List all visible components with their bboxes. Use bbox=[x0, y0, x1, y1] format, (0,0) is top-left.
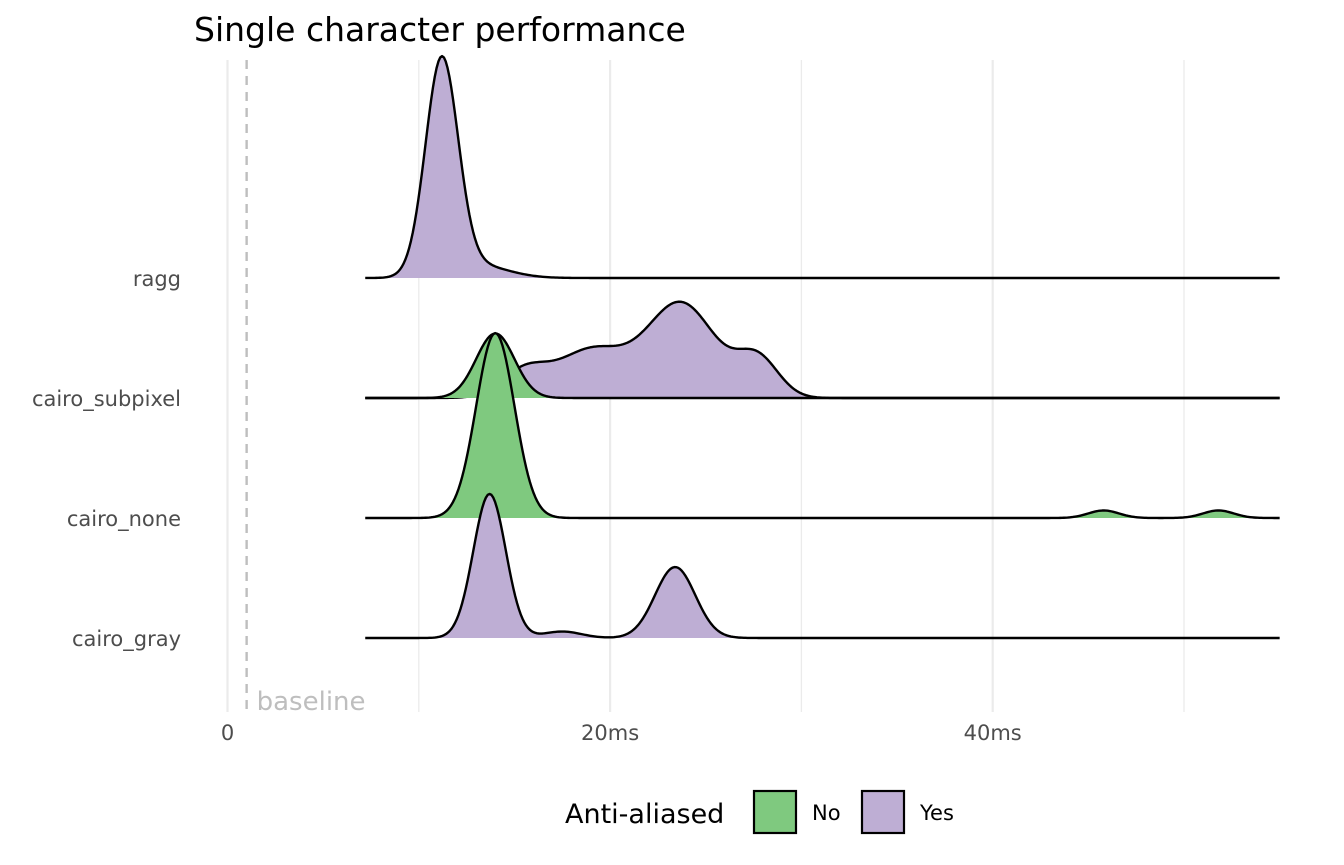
legend-key-yes bbox=[860, 789, 906, 835]
ridge-area-cairo-subpixel-yes bbox=[365, 301, 1280, 398]
baseline-label: baseline bbox=[257, 687, 366, 717]
legend: Anti-aliased No Yes bbox=[565, 789, 954, 835]
ridge-area-cairo-gray-yes bbox=[365, 493, 1280, 638]
x-axis: 0 20ms 40ms bbox=[221, 721, 1022, 745]
legend-title: Anti-aliased bbox=[565, 799, 724, 830]
ridge-area-ragg-yes bbox=[365, 56, 1280, 278]
legend-label-yes: Yes bbox=[919, 801, 954, 825]
ridge-area-cairo-subpixel-no bbox=[365, 333, 1280, 398]
x-tick-label-40: 40ms bbox=[964, 721, 1022, 745]
density-ridges bbox=[365, 54, 1280, 640]
y-tick-label-cairo-gray: cairo_gray bbox=[72, 627, 181, 652]
legend-key-no bbox=[752, 789, 798, 835]
legend-label-no: No bbox=[812, 801, 841, 825]
ridge-outline-cairo-none-no bbox=[365, 331, 1280, 520]
x-tick-label-20: 20ms bbox=[581, 721, 639, 745]
chart-title: Single character performance bbox=[194, 10, 686, 49]
x-tick-label-0: 0 bbox=[221, 721, 234, 745]
annotations: baseline bbox=[245, 60, 366, 717]
ridge-area-cairo-none-no bbox=[365, 333, 1280, 518]
y-tick-label-cairo-subpixel: cairo_subpixel bbox=[32, 387, 181, 412]
y-tick-label-ragg: ragg bbox=[133, 267, 181, 291]
ridge-outline-cairo-gray-yes bbox=[365, 492, 1280, 640]
ridge-outline-ragg-yes bbox=[365, 54, 1280, 280]
ridge-outline-cairo-subpixel-no bbox=[365, 332, 1280, 400]
y-tick-label-cairo-none: cairo_none bbox=[67, 507, 181, 532]
y-axis: ragg cairo_subpixel cairo_none cairo_gray bbox=[32, 267, 181, 652]
